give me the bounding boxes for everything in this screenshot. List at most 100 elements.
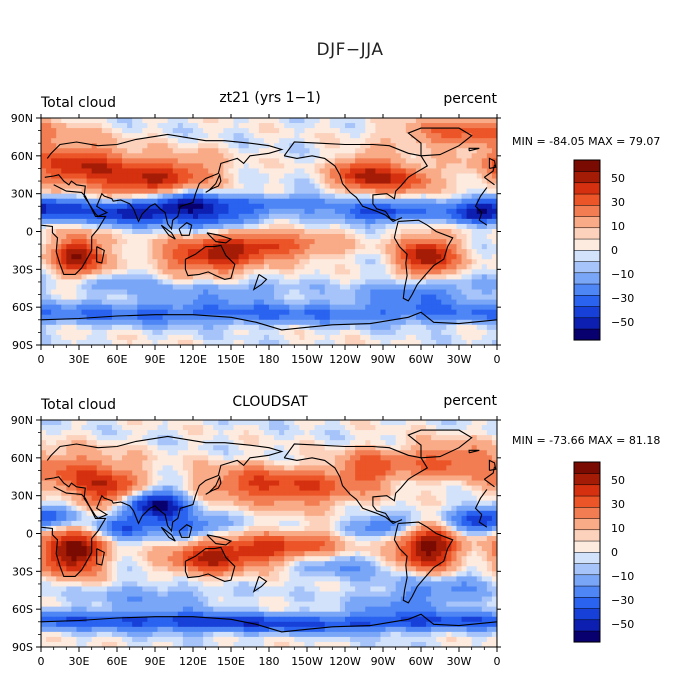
heatmap-cell — [405, 163, 412, 169]
heatmap-cell — [117, 143, 123, 149]
heatmap-cell — [71, 435, 77, 441]
heatmap-cell — [96, 430, 103, 436]
heatmap-cell — [400, 123, 407, 129]
heatmap-cell — [491, 218, 497, 225]
heatmap-cell — [319, 244, 326, 250]
heatmap-cell — [167, 254, 174, 260]
heatmap-cell — [380, 339, 386, 345]
heatmap-cell — [101, 223, 108, 230]
heatmap-cell — [395, 123, 402, 129]
heatmap-cell — [117, 239, 123, 245]
heatmap-cell — [172, 334, 179, 341]
heatmap-cell — [71, 304, 77, 311]
heatmap-cell — [213, 148, 219, 154]
heatmap-cell — [426, 173, 432, 179]
heatmap-cell — [370, 163, 376, 169]
heatmap-cell — [441, 128, 447, 134]
heatmap-cell — [476, 455, 483, 461]
heatmap-cell — [61, 158, 67, 164]
heatmap-cell — [172, 203, 179, 210]
heatmap-cell — [182, 430, 189, 436]
heatmap-cell — [66, 294, 72, 300]
heatmap-cell — [117, 148, 123, 154]
heatmap-cell — [243, 208, 250, 215]
heatmap-cell — [41, 128, 47, 134]
heatmap-cell — [61, 244, 67, 250]
heatmap-cell — [41, 455, 47, 461]
heatmap-cell — [142, 279, 148, 285]
heatmap-cell — [345, 284, 351, 290]
heatmap-cell — [137, 460, 143, 466]
heatmap-cell — [299, 228, 305, 235]
heatmap-cell — [228, 264, 234, 270]
heatmap-cell — [253, 274, 260, 280]
heatmap-cell — [395, 128, 402, 134]
heatmap-cell — [390, 314, 397, 321]
heatmap-cell — [243, 440, 250, 446]
heatmap-cell — [400, 430, 407, 436]
heatmap-cell — [157, 259, 163, 265]
heatmap-cell — [86, 440, 93, 446]
heatmap-cell — [385, 289, 391, 295]
heatmap-cell — [177, 244, 184, 250]
heatmap-cell — [481, 228, 488, 235]
heatmap-cell — [258, 249, 265, 255]
heatmap-cell — [167, 193, 174, 200]
heatmap-cell — [324, 148, 331, 154]
heatmap-cell — [395, 254, 402, 260]
heatmap-cell — [481, 193, 488, 200]
heatmap-cell — [456, 264, 462, 270]
heatmap-cell — [400, 193, 407, 200]
heatmap-cell — [289, 153, 295, 159]
heatmap-cell — [41, 334, 47, 341]
heatmap-cell — [167, 188, 174, 195]
heatmap-cell — [365, 299, 371, 306]
heatmap-cell — [238, 299, 245, 306]
heatmap-cell — [279, 168, 285, 174]
heatmap-cell — [142, 234, 148, 240]
heatmap-cell — [461, 223, 467, 230]
heatmap-cell — [243, 168, 250, 174]
heatmap-cell — [127, 299, 133, 306]
heatmap-cell — [182, 168, 189, 174]
heatmap-cell — [187, 239, 194, 245]
heatmap-cell — [405, 284, 412, 290]
heatmap-cell — [223, 435, 229, 441]
heatmap-cell — [223, 455, 229, 461]
heatmap-cell — [476, 420, 483, 426]
x-tick-label: 150E — [217, 353, 245, 366]
heatmap-cell — [400, 339, 407, 345]
heatmap-cell — [51, 460, 57, 466]
heatmap-cell — [274, 143, 280, 149]
heatmap-cell — [350, 430, 356, 436]
heatmap-cell — [339, 208, 346, 215]
heatmap-cell — [152, 203, 158, 210]
heatmap-cell — [238, 294, 245, 300]
heatmap-cell — [421, 239, 427, 245]
heatmap-cell — [319, 153, 326, 159]
heatmap-cell — [415, 455, 422, 461]
heatmap-cell — [491, 274, 497, 280]
heatmap-cell — [152, 319, 158, 326]
heatmap-cell — [213, 128, 219, 134]
heatmap-cell — [147, 148, 153, 154]
heatmap-cell — [339, 178, 346, 184]
heatmap-cell — [279, 339, 285, 345]
heatmap-cell — [380, 309, 386, 316]
heatmap-cell — [370, 299, 376, 306]
heatmap-cell — [350, 133, 356, 139]
heatmap-cell — [41, 259, 47, 265]
heatmap-cell — [395, 420, 402, 426]
heatmap-cell — [203, 314, 209, 321]
heatmap-cell — [289, 339, 295, 345]
heatmap-cell — [461, 173, 467, 179]
heatmap-cell — [299, 178, 305, 184]
heatmap-cell — [127, 223, 133, 230]
colorbar-label: −50 — [611, 316, 634, 329]
heatmap-cell — [339, 445, 346, 451]
heatmap-cell — [436, 153, 442, 159]
heatmap-cell — [172, 208, 179, 215]
heatmap-cell — [51, 435, 57, 441]
heatmap-cell — [345, 239, 351, 245]
heatmap-cell — [309, 198, 315, 205]
